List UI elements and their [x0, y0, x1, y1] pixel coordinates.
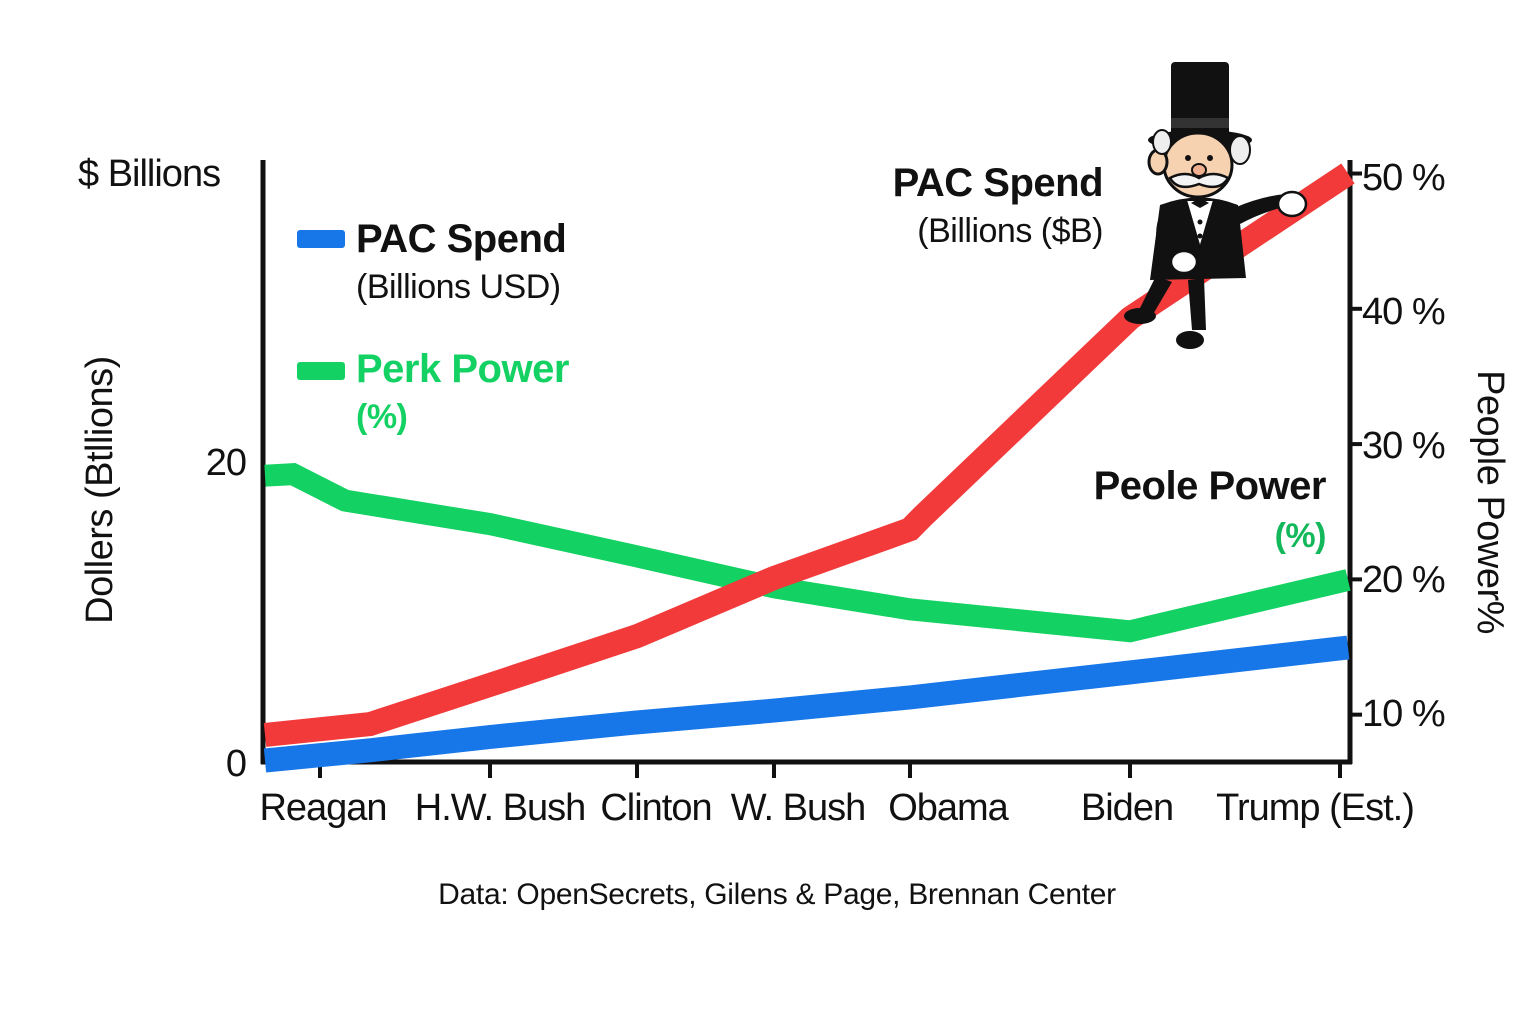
- right-tick-label-40: 40 %: [1362, 291, 1445, 333]
- series-line-pac-spend-red: [263, 163, 1355, 747]
- legend-title-pac-spend: PAC Spend: [356, 217, 566, 261]
- annotation-people-power-subtitle: (%): [1275, 517, 1326, 555]
- x-label-w-bush: W. Bush: [731, 787, 866, 829]
- series-layer: [263, 163, 1355, 773]
- x-label-biden: Biden: [1081, 787, 1173, 829]
- right-tick-label-10: 10 %: [1362, 693, 1445, 735]
- legend-subtitle-pac-spend: (Billions USD): [356, 268, 561, 306]
- left-tick-label-0: 0: [226, 743, 246, 785]
- x-tick-marks: [318, 764, 1342, 778]
- annotation-people-power-title: Peole Power: [1094, 464, 1326, 508]
- annotation-pac-spend-subtitle: (Billions ($B): [917, 212, 1103, 250]
- x-label-hw-bush: H.W. Bush: [415, 787, 586, 829]
- x-label-trump: Trump (Est.): [1216, 787, 1414, 829]
- series-line-pac-spend-blue: [263, 635, 1350, 773]
- left-tick-label-20: 20: [206, 442, 246, 484]
- series-line-perk-power: [264, 463, 1351, 643]
- right-tick-label-20: 20 %: [1362, 559, 1445, 601]
- legend-title-perk-power: Perk Power: [356, 347, 569, 391]
- legend-subtitle-perk-power: (%): [356, 398, 407, 436]
- left-axis-unit-label: $ Billions: [78, 153, 220, 195]
- x-label-obama: Obama: [888, 787, 1009, 829]
- source-note: Data: OpenSecrets, Gilens & Page, Brenna…: [438, 878, 1116, 911]
- left-axis-title: Dollers (Btllions): [79, 356, 121, 624]
- right-tick-label-30: 30 %: [1362, 425, 1445, 467]
- x-label-reagan: Reagan: [259, 787, 386, 829]
- legend-swatch-pac-spend: [297, 230, 345, 248]
- right-axis-title: People Power%: [1469, 370, 1511, 634]
- monopoly-man-icon: [1124, 62, 1308, 349]
- right-tick-marks: [1350, 171, 1362, 717]
- annotation-pac-spend-title: PAC Spend: [893, 161, 1103, 205]
- right-tick-label-50: 50 %: [1362, 157, 1445, 199]
- x-label-clinton: Clinton: [600, 787, 711, 829]
- legend-swatch-perk-power: [297, 362, 345, 380]
